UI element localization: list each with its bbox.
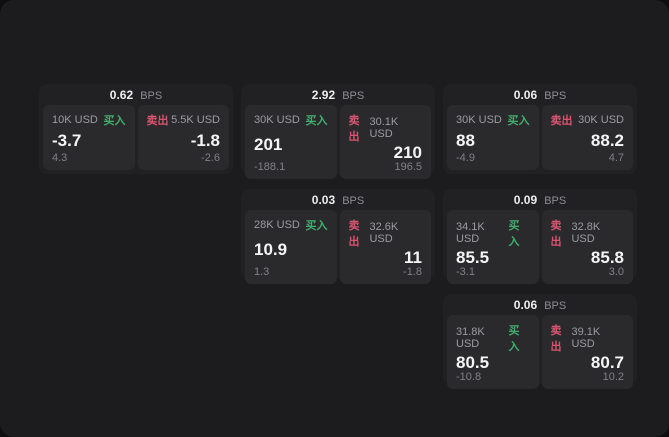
sell-price: 85.8 [590,248,624,267]
bps-header: 0.06 BPS [447,84,633,105]
buy-amount: 10K USD [52,114,98,126]
quote-card: 2.92 BPS 30K USD 买入 201 -188.1 卖出 30.1K … [241,84,435,179]
buy-amount: 28K USD [254,219,300,231]
quote-card: 0.09 BPS 34.1K USD 买入 85.5 -3.1 卖出 32.8K… [443,189,637,284]
buy-side-label: 买入 [508,325,520,353]
sell-side-label: 卖出 [550,325,562,353]
bps-unit-label: BPS [544,300,567,312]
sell-price: 88.2 [590,130,624,150]
buy-side-label: 买入 [305,220,328,232]
sell-amount: 32.6K USD [369,221,399,245]
sell-amount: 39.1K USD [571,326,601,350]
bps-unit-label: BPS [544,195,567,207]
buy-price: 88 [456,130,475,150]
bps-value: 0.09 [513,193,538,207]
buy-price: 85.5 [456,248,490,267]
buy-cell[interactable]: 30K USD 买入 88 -4.9 [447,105,539,170]
sell-price: 210 [393,143,422,162]
buy-delta: -3.1 [456,266,475,278]
buy-side-label: 买入 [508,220,520,248]
buy-cell[interactable]: 30K USD 买入 201 -188.1 [245,105,337,179]
sell-cell[interactable]: 卖出 30.1K USD 210 196.5 [339,105,431,179]
buy-amount: 31.8K USD [456,326,485,350]
quote-card: 0.06 BPS 30K USD 买入 88 -4.9 卖出 30K USD [443,84,637,174]
sell-price: -1.8 [190,130,220,150]
buy-side-label: 买入 [103,115,126,127]
sell-price: 11 [404,248,422,267]
quote-cards-grid: 0.62 BPS 10K USD 买入 -3.7 4.3 卖出 5.5K USD [39,84,637,389]
bps-header: 0.09 BPS [447,189,633,210]
buy-price: 10.9 [254,240,288,259]
sell-cell[interactable]: 卖出 39.1K USD 80.7 10.2 [541,315,633,389]
bps-unit-label: BPS [342,195,365,207]
sell-amount: 30.1K USD [369,116,399,140]
bps-value: 0.62 [109,88,134,102]
sell-delta: -1.8 [403,266,422,278]
quote-card: 0.62 BPS 10K USD 买入 -3.7 4.3 卖出 5.5K USD [39,84,233,174]
sell-side-label: 卖出 [550,220,562,248]
sell-price: 80.7 [590,353,624,372]
buy-amount: 34.1K USD [456,221,485,245]
buy-price: 80.5 [456,353,490,372]
bps-header: 0.03 BPS [245,189,431,210]
buy-cell[interactable]: 10K USD 买入 -3.7 4.3 [43,105,135,170]
sell-amount: 32.8K USD [571,221,601,245]
buy-cell[interactable]: 31.8K USD 买入 80.5 -10.8 [447,315,539,389]
bps-unit-label: BPS [544,90,567,102]
bps-unit-label: BPS [342,90,365,102]
sell-delta: 10.2 [602,371,624,383]
buy-cell[interactable]: 28K USD 买入 10.9 1.3 [245,210,337,284]
buy-price: -3.7 [52,130,82,150]
buy-side-label: 买入 [507,115,530,127]
sell-delta: 4.7 [608,152,624,164]
sell-cell[interactable]: 卖出 5.5K USD -1.8 -2.6 [137,105,229,170]
buy-side-label: 买入 [305,115,328,127]
sell-side-label: 卖出 [348,115,360,143]
bps-value: 0.06 [513,88,538,102]
bps-header: 2.92 BPS [245,84,431,105]
sell-delta: 3.0 [608,266,624,278]
buy-cell[interactable]: 34.1K USD 买入 85.5 -3.1 [447,210,539,284]
bps-header: 0.06 BPS [447,294,633,315]
sell-side-label: 卖出 [146,115,169,127]
quote-card: 0.03 BPS 28K USD 买入 10.9 1.3 卖出 32.6K US… [241,189,435,284]
sell-delta: 196.5 [394,161,422,173]
bps-unit-label: BPS [140,90,163,102]
buy-amount: 30K USD [254,114,300,126]
buy-price: 201 [254,135,283,154]
quote-card: 0.06 BPS 31.8K USD 买入 80.5 -10.8 卖出 39.1… [443,294,637,389]
buy-delta: -4.9 [456,152,475,164]
bps-header: 0.62 BPS [43,84,229,105]
buy-delta: 4.3 [52,152,68,164]
bps-value: 0.06 [513,298,538,312]
sell-amount: 30K USD [578,114,624,126]
sell-side-label: 卖出 [550,115,573,127]
sell-side-label: 卖出 [348,220,360,248]
sell-cell[interactable]: 卖出 32.6K USD 11 -1.8 [339,210,431,284]
bps-value: 0.03 [311,193,336,207]
buy-delta: 1.3 [254,266,270,278]
sell-amount: 5.5K USD [171,114,220,126]
sell-cell[interactable]: 卖出 32.8K USD 85.8 3.0 [541,210,633,284]
bps-value: 2.92 [311,88,336,102]
sell-cell[interactable]: 卖出 30K USD 88.2 4.7 [541,105,633,170]
buy-amount: 30K USD [456,114,502,126]
sell-delta: -2.6 [201,152,220,164]
buy-delta: -10.8 [456,371,482,383]
buy-delta: -188.1 [254,161,286,173]
